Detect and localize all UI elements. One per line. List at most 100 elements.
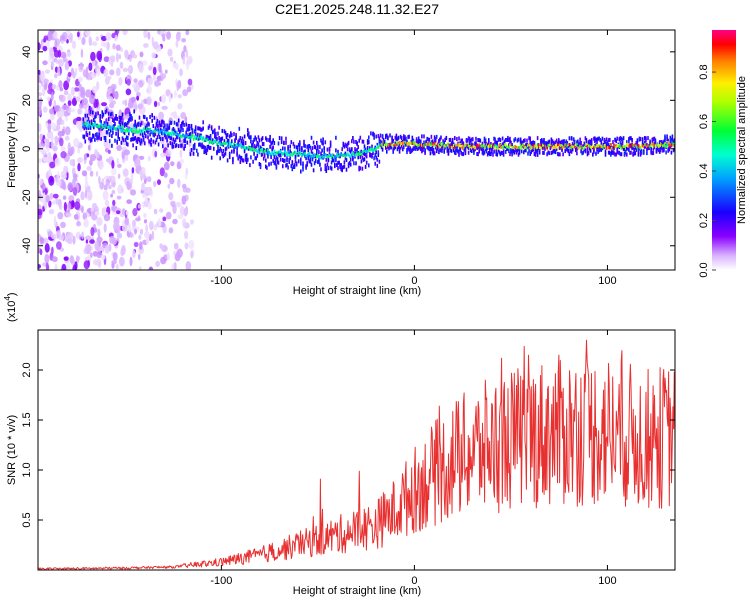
heatmap-core-cell [641, 144, 644, 148]
heatmap-band-cell [169, 141, 172, 146]
heatmap-band-cell [511, 143, 513, 147]
heatmap-noise-cell [40, 72, 45, 82]
heatmap-band-cell [137, 121, 140, 126]
heatmap-noise-cell [109, 235, 115, 244]
heatmap-band-cell [293, 144, 296, 149]
heatmap-band-cell [118, 120, 121, 125]
heatmap-core-cell [551, 146, 554, 150]
heatmap-core-cell [275, 151, 278, 155]
heatmap-band-cell [416, 139, 419, 144]
heatmap-core-cell [122, 129, 125, 133]
heatmap-band-cell [550, 137, 553, 142]
heatmap-core-cell [616, 144, 619, 148]
heatmap-band-cell [208, 124, 211, 129]
heatmap-band-cell [220, 148, 222, 153]
heatmap-band-cell [476, 152, 478, 156]
heatmap-band-cell [662, 141, 664, 146]
heatmap-band-cell [624, 150, 627, 155]
heatmap-band-cell [490, 145, 492, 150]
heatmap-core-cell [347, 153, 350, 157]
heatmap-band-cell [406, 148, 408, 152]
heatmap-band-cell [342, 143, 345, 148]
heatmap-band-cell [116, 139, 118, 144]
heatmap-band-cell [136, 137, 139, 142]
heatmap-noise-cell [97, 228, 101, 238]
heatmap-band-cell [320, 167, 322, 172]
heatmap-band-cell [375, 155, 377, 160]
heatmap-core-cell [219, 142, 222, 146]
heatmap-band-cell [438, 150, 440, 155]
heatmap-noise-cell [89, 252, 93, 258]
heatmap-band-cell [451, 139, 454, 144]
heatmap-noise-cell [38, 84, 42, 91]
heatmap-core-cell [90, 125, 93, 128]
heatmap-core-cell [307, 152, 310, 156]
heatmap-core-cell [371, 147, 373, 151]
heatmap-band-cell [512, 148, 514, 153]
heatmap-core-cell [449, 143, 452, 147]
heatmap-noise-cell [110, 168, 117, 176]
snr-multiplier: (x104) [3, 292, 18, 322]
heatmap-band-cell [570, 149, 573, 154]
heatmap-noise-cell [129, 232, 134, 238]
heatmap-band-cell [615, 152, 617, 157]
heatmap-core-cell [96, 124, 98, 128]
heatmap-noise-cell [146, 96, 152, 106]
heatmap-core-cell [101, 126, 104, 130]
heatmap-band-cell [394, 145, 397, 150]
heatmap-core-cell [254, 148, 257, 152]
heatmap-band-cell [269, 144, 271, 149]
heatmap-core-cell [117, 125, 120, 129]
heatmap-core-cell [600, 144, 603, 148]
heatmap-noise-cell [51, 61, 55, 68]
heatmap-core-cell [573, 145, 576, 149]
heatmap-core-cell [668, 144, 671, 148]
heatmap-band-cell [467, 150, 470, 155]
heatmap-band-cell [127, 142, 129, 147]
heatmap-band-cell [134, 122, 136, 127]
heatmap-band-cell [108, 139, 111, 144]
heatmap-core-cell [620, 146, 623, 150]
heatmap-band-cell [564, 149, 566, 154]
heatmap-noise-cell [74, 201, 81, 210]
heatmap-core-cell [182, 133, 184, 137]
heatmap-band-cell [223, 139, 226, 144]
heatmap-core-cell [309, 155, 312, 159]
heatmap-core-cell [525, 145, 527, 149]
heatmap-band-cell [149, 132, 151, 137]
heatmap-band-cell [495, 149, 497, 154]
heatmap-noise-cell [68, 195, 75, 202]
heatmap-band-cell [214, 134, 216, 139]
heatmap-core-cell [405, 140, 407, 144]
svg-text:(x104): (x104) [3, 292, 18, 322]
heatmap-noise-cell [189, 219, 194, 225]
heatmap-band-cell [483, 139, 486, 144]
heatmap-core-cell [291, 153, 294, 157]
heatmap-core-cell [433, 141, 436, 145]
heatmap-band-cell [628, 147, 630, 152]
heatmap-band-cell [82, 117, 84, 122]
heatmap-band-cell [446, 146, 449, 151]
heatmap-band-cell [227, 140, 230, 145]
heatmap-band-cell [291, 167, 294, 172]
heatmap-band-cell [467, 145, 470, 150]
heatmap-band-cell [136, 140, 139, 144]
heatmap-band-cell [306, 144, 308, 149]
heatmap-core-cell [458, 145, 460, 149]
heatmap-core-cell [430, 141, 433, 145]
heatmap-noise-cell [90, 207, 94, 213]
heatmap-band-cell [499, 152, 502, 157]
heatmap-core-cell [352, 151, 354, 155]
heatmap-band-cell [174, 130, 177, 135]
heatmap-band-cell [364, 164, 367, 169]
heatmap-band-cell [613, 151, 615, 156]
heatmap-band-cell [386, 133, 388, 138]
heatmap-noise-cell [53, 100, 57, 108]
heatmap-band-cell [279, 157, 282, 162]
heatmap-core-cell [613, 143, 615, 147]
heatmap-band-cell [217, 131, 219, 136]
heatmap-core-cell [114, 127, 116, 131]
heatmap-core-cell [415, 142, 418, 146]
heatmap-band-cell [430, 134, 433, 139]
heatmap-band-cell [154, 132, 157, 136]
